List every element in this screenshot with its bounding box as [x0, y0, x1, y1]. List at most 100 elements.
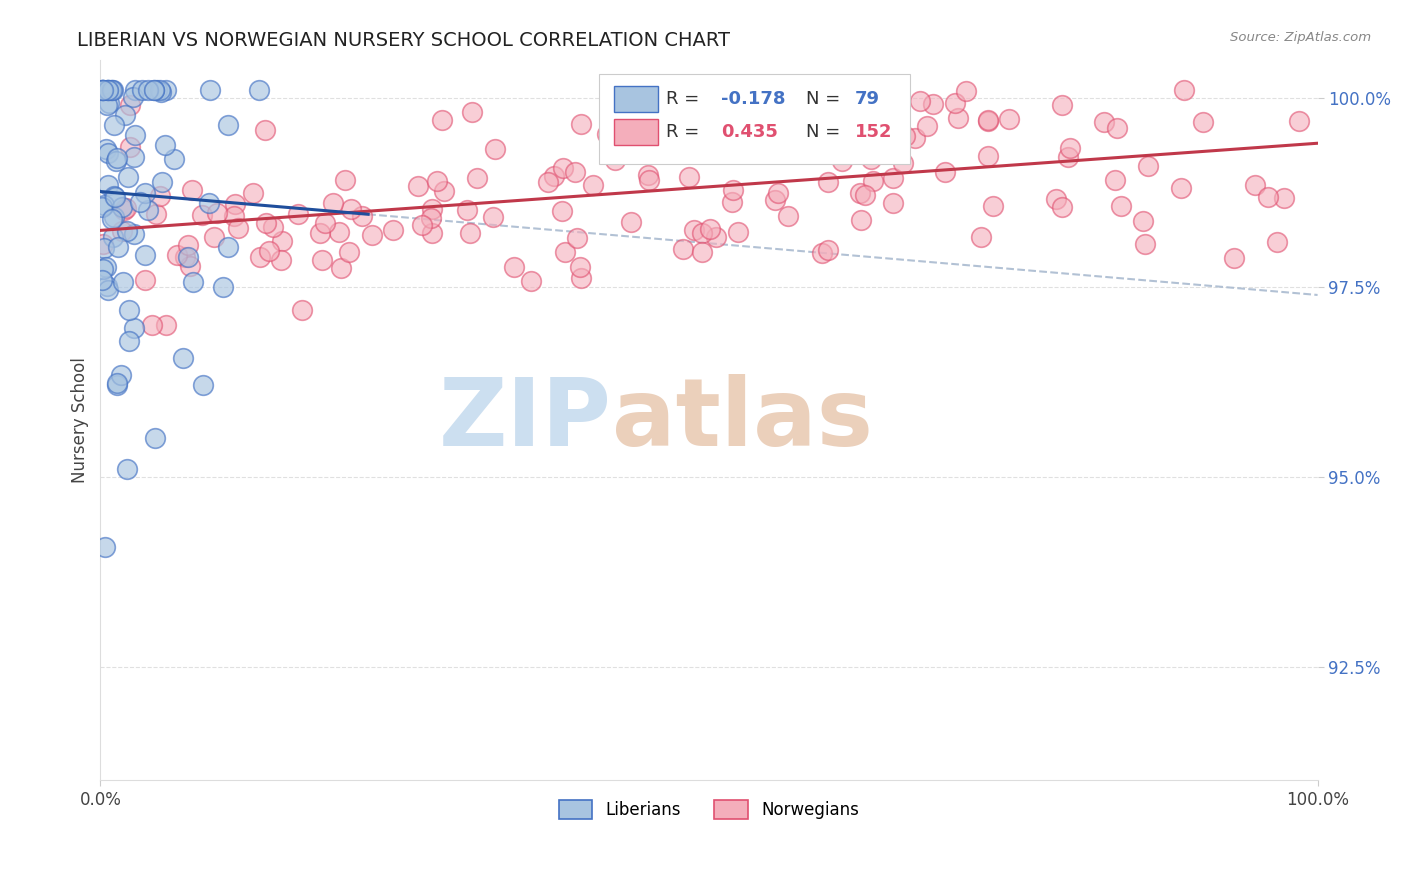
Point: [143, 431, 166, 445]
Point: [1057, 150, 1080, 164]
Point: [122, 90, 145, 104]
Point: [763, 194, 786, 208]
Point: [817, 244, 839, 258]
Text: N =: N =: [807, 90, 846, 108]
Point: [808, 131, 831, 145]
Point: [122, 150, 145, 164]
Point: [1050, 98, 1073, 112]
Point: [212, 279, 235, 293]
Point: [94, 260, 117, 275]
Point: [1104, 173, 1126, 187]
Text: R =: R =: [666, 123, 706, 141]
Point: [105, 151, 128, 165]
Point: [775, 126, 797, 140]
Point: [90, 272, 112, 286]
Point: [163, 152, 186, 166]
Point: [481, 211, 503, 225]
Point: [1109, 199, 1132, 213]
Point: [143, 83, 166, 97]
Point: [91, 83, 114, 97]
Point: [118, 334, 141, 348]
Point: [91, 237, 114, 252]
Point: [977, 112, 1000, 127]
Point: [112, 203, 135, 218]
Point: [339, 202, 361, 216]
Point: [145, 83, 167, 97]
Point: [605, 153, 627, 167]
Point: [150, 176, 173, 190]
Point: [915, 119, 938, 133]
Point: [93, 198, 115, 212]
Point: [860, 152, 883, 166]
Point: [115, 462, 138, 476]
Point: [134, 186, 156, 200]
Point: [287, 207, 309, 221]
Point: [420, 202, 443, 217]
Point: [799, 112, 821, 127]
Point: [98, 96, 121, 111]
Text: R =: R =: [666, 90, 706, 108]
Point: [620, 215, 643, 229]
Legend: Liberians, Norwegians: Liberians, Norwegians: [553, 794, 866, 826]
Point: [804, 144, 827, 158]
Point: [406, 179, 429, 194]
Point: [91, 262, 114, 277]
Point: [856, 83, 879, 97]
Point: [247, 83, 270, 97]
Point: [1173, 83, 1195, 97]
Point: [811, 246, 834, 260]
Point: [723, 183, 745, 197]
Point: [1243, 178, 1265, 193]
Point: [134, 248, 156, 262]
Point: [134, 273, 156, 287]
Point: [564, 165, 586, 179]
Point: [222, 210, 245, 224]
Point: [853, 188, 876, 202]
Point: [543, 169, 565, 183]
Text: LIBERIAN VS NORWEGIAN NURSERY SCHOOL CORRELATION CHART: LIBERIAN VS NORWEGIAN NURSERY SCHOOL COR…: [77, 31, 730, 50]
Point: [817, 175, 839, 189]
Point: [352, 209, 374, 223]
Point: [768, 186, 790, 200]
Point: [1132, 214, 1154, 228]
Point: [361, 227, 384, 242]
Point: [110, 368, 132, 382]
Point: [727, 225, 749, 239]
Point: [551, 161, 574, 176]
Point: [981, 199, 1004, 213]
Point: [948, 111, 970, 125]
Point: [97, 145, 120, 160]
Point: [1050, 200, 1073, 214]
Point: [672, 242, 695, 256]
Point: [90, 83, 112, 97]
Point: [1170, 180, 1192, 194]
Point: [430, 113, 453, 128]
Point: [690, 226, 713, 240]
Point: [145, 207, 167, 221]
Point: [181, 184, 204, 198]
Point: [104, 190, 127, 204]
Point: [904, 131, 927, 145]
Point: [1265, 235, 1288, 249]
Point: [970, 230, 993, 244]
Point: [257, 244, 280, 259]
Point: [683, 223, 706, 237]
Point: [678, 170, 700, 185]
Point: [596, 127, 619, 141]
Point: [111, 275, 134, 289]
Point: [118, 140, 141, 154]
Point: [893, 128, 915, 143]
Point: [124, 83, 146, 97]
Point: [120, 98, 142, 112]
Point: [893, 156, 915, 170]
Point: [96, 83, 118, 97]
Point: [426, 174, 449, 188]
Point: [831, 153, 853, 168]
Point: [228, 220, 250, 235]
Point: [96, 279, 118, 293]
Point: [955, 84, 977, 98]
Point: [565, 231, 588, 245]
Point: [977, 149, 1000, 163]
Point: [329, 260, 352, 275]
Point: [115, 224, 138, 238]
